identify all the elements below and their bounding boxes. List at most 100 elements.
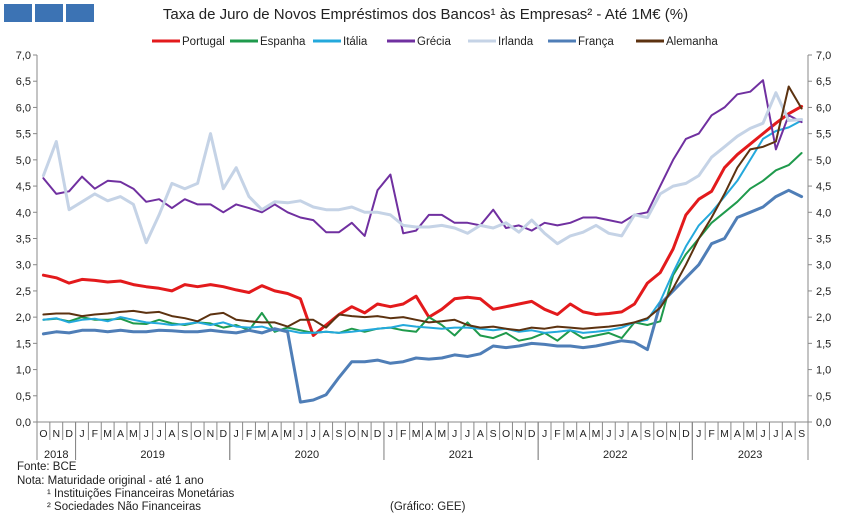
x-month-label: A <box>580 428 587 440</box>
y-tick-label-right: 5,0 <box>816 155 831 167</box>
x-month-label: M <box>103 428 112 440</box>
x-month-label: J <box>298 428 303 440</box>
logo-block <box>35 4 63 22</box>
series-line-itália <box>42 119 803 334</box>
series-lines <box>41 79 804 404</box>
series-line-espanha <box>42 152 803 342</box>
y-tick-label-right: 3,5 <box>816 234 831 246</box>
y-tick-label-right: 4,0 <box>816 207 831 219</box>
source-note: Fonte: BCE <box>17 461 77 473</box>
series-line-frança <box>41 188 804 404</box>
x-month-label: M <box>129 428 138 440</box>
y-tick-label-right: 5,5 <box>816 129 831 141</box>
x-month-label: S <box>798 428 805 440</box>
x-month-label: N <box>669 428 677 440</box>
maturity-note: Nota: Maturidade original - até 1 ano <box>17 475 204 487</box>
x-month-label: M <box>720 428 729 440</box>
y-tick-label-left: 1,0 <box>16 365 31 377</box>
y-tick-label-right: 3,0 <box>816 260 831 272</box>
x-month-label: N <box>52 428 60 440</box>
x-month-label: F <box>708 428 714 440</box>
series-line-irlanda <box>41 91 804 246</box>
x-month-label: N <box>515 428 523 440</box>
x-month-label: A <box>477 428 484 440</box>
logo-block <box>66 4 94 22</box>
x-month-label: J <box>156 428 161 440</box>
chart-credit: (Gráfico: GEE) <box>390 501 466 513</box>
x-month-label: O <box>194 428 202 440</box>
x-month-label: A <box>117 428 124 440</box>
x-month-label: O <box>348 428 356 440</box>
x-month-label: J <box>388 428 393 440</box>
x-month-label: A <box>734 428 741 440</box>
legend-label: Irlanda <box>498 36 534 48</box>
x-month-label: S <box>181 428 188 440</box>
x-month-label: F <box>92 428 98 440</box>
x-month-label: A <box>785 428 792 440</box>
legend-label: Itália <box>343 36 368 48</box>
x-month-label: S <box>490 428 497 440</box>
x-month-label: D <box>682 428 690 440</box>
legend-label: Grécia <box>417 36 451 48</box>
x-month-label: M <box>592 428 601 440</box>
x-month-label: J <box>606 428 611 440</box>
x-year-label: 2022 <box>603 449 627 461</box>
x-month-label: J <box>144 428 149 440</box>
axes: 0,0 0,0 0,5 0,5 1,0 1,0 1,5 1,5 2,0 2,0 2,5 2,5 3,0 3… <box>16 50 832 461</box>
y-tick-label-right: 1,0 <box>816 365 831 377</box>
x-month-label: J <box>311 428 316 440</box>
x-month-label: S <box>644 428 651 440</box>
x-month-label: F <box>554 428 560 440</box>
x-month-label: M <box>412 428 421 440</box>
y-tick-label-right: 6,5 <box>816 76 831 88</box>
x-month-label: D <box>528 428 536 440</box>
x-month-label: O <box>656 428 664 440</box>
y-tick-label-left: 6,0 <box>16 102 31 114</box>
y-tick-label-left: 1,5 <box>16 338 31 350</box>
y-tick-label-left: 0,0 <box>16 417 31 429</box>
x-month-label: N <box>207 428 215 440</box>
y-tick-label-right: 2,0 <box>816 312 831 324</box>
y-tick-label-left: 3,0 <box>16 260 31 272</box>
y-tick-label-left: 4,5 <box>16 181 31 193</box>
x-month-label: D <box>220 428 228 440</box>
y-tick-label-right: 4,5 <box>816 181 831 193</box>
x-year-label: 2021 <box>449 449 473 461</box>
x-month-label: O <box>39 428 47 440</box>
x-month-label: D <box>65 428 73 440</box>
x-month-label: D <box>374 428 382 440</box>
logo <box>4 4 102 22</box>
x-year-label: 2020 <box>295 449 319 461</box>
x-month-label: J <box>619 428 624 440</box>
x-month-label: M <box>258 428 267 440</box>
footnote-1: ¹ Instituições Financeiras Monetárias <box>47 488 235 500</box>
x-month-label: O <box>502 428 510 440</box>
x-year-label: 2019 <box>140 449 164 461</box>
y-tick-label-left: 4,0 <box>16 207 31 219</box>
series-line-alemanha <box>42 85 803 332</box>
x-month-label: J <box>542 428 547 440</box>
x-month-label: A <box>631 428 638 440</box>
chart-title: Taxa de Juro de Novos Empréstimos dos Ba… <box>162 6 689 23</box>
x-month-label: A <box>168 428 175 440</box>
x-month-label: J <box>79 428 84 440</box>
y-tick-label-left: 5,5 <box>16 129 31 141</box>
y-tick-label-left: 6,5 <box>16 76 31 88</box>
x-month-label: F <box>246 428 252 440</box>
legend-label: Portugal <box>182 36 225 48</box>
x-month-label: J <box>696 428 701 440</box>
x-month-label: M <box>437 428 446 440</box>
y-tick-label-left: 2,0 <box>16 312 31 324</box>
y-tick-label-right: 6,0 <box>816 102 831 114</box>
x-month-label: S <box>335 428 342 440</box>
legend-label: Espanha <box>260 36 306 48</box>
y-tick-label-left: 3,5 <box>16 234 31 246</box>
y-tick-label-right: 0,0 <box>816 417 831 429</box>
x-month-label: M <box>746 428 755 440</box>
series-line-grécia <box>42 79 803 237</box>
y-tick-label-right: 7,0 <box>816 50 831 62</box>
x-month-label: J <box>773 428 778 440</box>
x-month-label: A <box>271 428 278 440</box>
y-tick-label-left: 5,0 <box>16 155 31 167</box>
footnote-2: ² Sociedades Não Financeiras <box>47 501 202 513</box>
